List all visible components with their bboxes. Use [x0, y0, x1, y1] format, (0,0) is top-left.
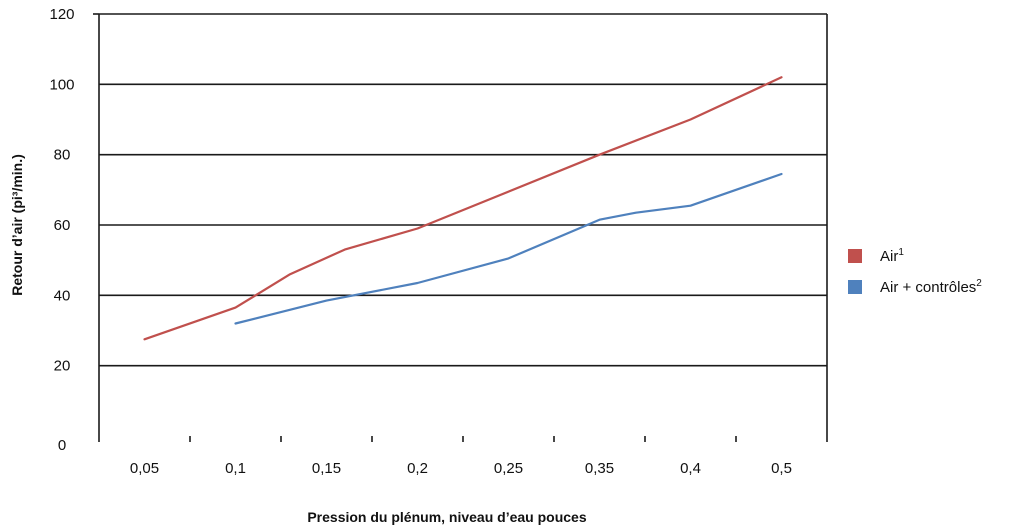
legend-swatch — [848, 249, 862, 263]
series-line-air — [143, 76, 783, 341]
y-tick-label: 100 — [49, 76, 74, 93]
x-tick-label: 0,05 — [130, 460, 159, 477]
legend-label: Air1 — [880, 247, 904, 265]
y-tick-labels: 0 20 40 60 80 100 120 — [49, 6, 74, 454]
legend: Air1 Air + contrôles2 — [848, 247, 982, 296]
x-tick-label: 0,2 — [407, 460, 428, 477]
y-tick-label: 20 — [54, 358, 71, 375]
x-axis-title: Pression du plénum, niveau d’eau pouces — [307, 509, 587, 525]
x-tick-label: 0,5 — [771, 460, 792, 477]
x-tick-label: 0,15 — [312, 460, 341, 477]
x-tick-label: 0,1 — [225, 460, 246, 477]
series-lines — [143, 76, 783, 341]
legend-swatch — [848, 280, 862, 294]
x-tick-label: 0,35 — [585, 460, 614, 477]
y-tick-label: 40 — [54, 287, 71, 304]
x-tick-labels: 0,05 0,1 0,15 0,2 0,25 0,35 0,4 0,5 — [130, 460, 792, 477]
y-axis-title: Retour d’air (pi³/min.) — [9, 154, 25, 296]
legend-label: Air + contrôles2 — [880, 278, 982, 296]
y-tick-label: 0 — [58, 437, 66, 454]
y-tick-label: 60 — [54, 217, 71, 234]
x-tick-label: 0,4 — [680, 460, 701, 477]
y-tick-label: 120 — [49, 6, 74, 23]
series-line-air-controles — [234, 172, 783, 325]
gridlines — [99, 13, 827, 367]
x-tick-label: 0,25 — [494, 460, 523, 477]
y-tick-label: 80 — [54, 147, 71, 164]
axes — [93, 13, 828, 442]
